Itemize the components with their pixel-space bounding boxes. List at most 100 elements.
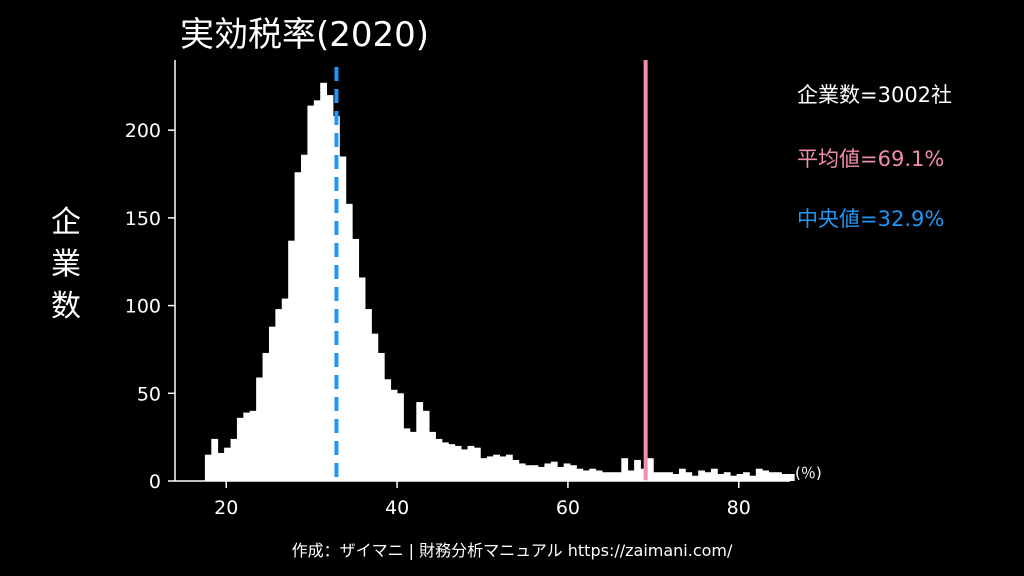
histogram-bar [531,465,539,481]
histogram-bar [749,475,757,481]
histogram-bar [358,277,366,481]
y-tick-label: 50 [137,383,161,405]
histogram-bar [730,475,738,481]
x-unit-label: (％) [795,464,822,482]
histogram-bar [614,472,622,481]
histogram-bar [307,105,315,481]
histogram-bar [570,465,577,481]
histogram-bar [409,431,417,481]
histogram-bar [563,463,571,481]
histogram-bar [230,438,238,481]
histogram-bar [224,447,231,481]
histogram-bar [300,154,308,481]
histogram-bar [377,352,385,481]
histogram-bar [486,456,494,481]
histogram-bar [288,240,295,481]
chart-title: 実効税率(2020) [180,15,429,55]
histogram-bar [602,472,609,481]
y-tick-label: 0 [149,471,161,493]
histogram-bar [429,431,436,481]
histogram-bar [538,466,545,481]
x-tick-label: 60 [556,497,580,519]
histogram-bar [281,298,289,481]
histogram-bar [268,326,276,481]
histogram-bar [236,417,244,481]
histogram-bar [403,428,411,481]
histogram-bar [544,463,552,481]
histogram-bar [736,473,744,481]
histogram-bar [313,100,321,482]
histogram-bar [634,459,641,481]
histogram-bar [582,470,590,481]
x-tick-label: 80 [727,497,751,519]
histogram-bar [320,82,328,481]
histogram-bar [762,470,770,481]
histogram-bar [653,472,661,481]
histogram-bar [621,458,629,481]
y-axis-label: 企業数 [51,205,81,324]
histogram-bar [262,352,270,481]
histogram-bar [243,412,251,481]
histogram-bar [608,472,616,481]
histogram-bar [659,472,667,481]
histogram-bar [723,472,731,481]
histogram-bar [493,454,500,481]
x-tick-label: 20 [214,497,238,519]
histogram-bar [422,410,430,481]
y-axis-label-text: 企業数 [51,205,81,324]
histogram-bar [512,459,520,481]
x-tick-label: 40 [385,497,409,519]
y-tick-label: 200 [125,120,161,142]
histogram-bar [768,472,776,481]
histogram-bar [678,468,686,481]
histogram-bar [217,452,225,481]
histogram-bar [557,466,565,481]
histogram-bar [595,470,603,481]
histogram-bar [775,472,782,481]
histogram-bar [365,309,372,481]
y-tick-label: 100 [125,296,161,318]
histogram-bar [435,438,443,481]
histogram-bar [755,468,763,481]
histogram-bar [781,473,789,481]
histogram-bar [691,475,699,481]
histogram-bar [352,238,360,481]
histogram-bar [646,458,654,481]
histogram-bar [211,438,219,481]
histogram-bar [390,389,398,481]
histogram-bar [717,473,725,481]
histogram-bar [505,454,513,481]
histogram-bar [589,468,597,481]
y-ticks: 0 50 100 150 200 [125,120,175,493]
histogram-bar [698,470,705,481]
histogram-bar [441,442,449,481]
histogram-bar [525,465,533,481]
histogram-bar [339,156,347,481]
histogram-bar [743,472,750,481]
histogram-bar [249,410,257,481]
histogram-bar [371,333,379,481]
histogram-bar [416,402,424,481]
histogram-bar [710,468,718,481]
histogram-bar [454,445,462,481]
histogram-bar [480,458,488,481]
histogram-bar [461,449,468,481]
count-stat: 企業数=3002社 [797,83,952,107]
histogram-bar [499,456,507,481]
bars-group [204,82,795,482]
histogram-bar [666,472,673,481]
y-tick-label: 150 [125,208,161,230]
histogram-bar [672,473,680,481]
histogram-bar [204,454,212,481]
histogram-bar [576,468,584,481]
histogram-bar [473,447,481,481]
histogram-bar [704,472,712,481]
histogram-bar [275,309,283,481]
histogram-bar [326,95,334,481]
median-stat: 中央値=32.9% [797,207,944,231]
histogram-bar [448,444,456,481]
histogram-bar [397,393,404,481]
histogram-bar [685,472,693,481]
histogram-bar [256,377,263,481]
